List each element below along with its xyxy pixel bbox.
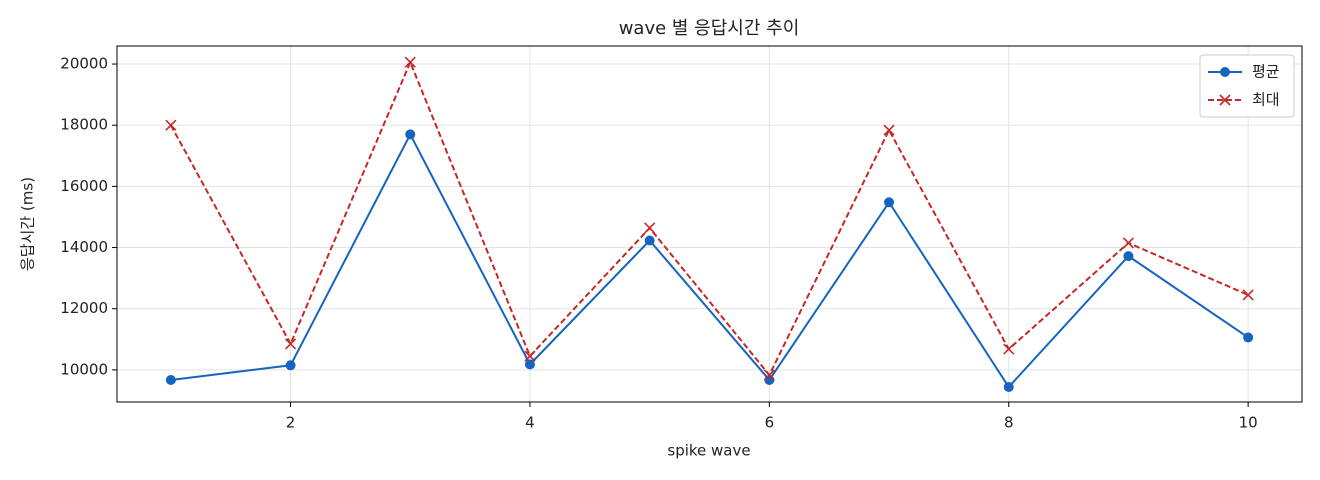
data-point [284, 338, 297, 350]
marker-stroke [1219, 94, 1231, 106]
data-point [884, 197, 895, 208]
y-tick-label: 14000 [60, 238, 108, 256]
data-point [1243, 332, 1254, 343]
x-axis-label: spike wave [667, 442, 750, 460]
marker-stroke [165, 119, 177, 131]
legend-label: 평균 [1252, 63, 1280, 81]
y-tick-label: 12000 [60, 299, 108, 317]
data-point [763, 369, 775, 381]
data-point [1123, 251, 1134, 262]
legend-box [1199, 54, 1295, 118]
marker-stroke [284, 338, 297, 350]
y-tick-label: 18000 [60, 116, 108, 134]
data-point [883, 124, 895, 136]
data-point [644, 235, 655, 246]
marker-stroke [1003, 343, 1015, 355]
marker-stroke [883, 124, 895, 136]
data-point [1242, 289, 1254, 301]
y-tick-label: 20000 [60, 55, 108, 73]
marker-stroke [644, 222, 656, 234]
x-tick-label: 2 [286, 414, 296, 432]
y-axis-label: 응답시간 (ms) [19, 177, 37, 271]
data-point [1003, 343, 1015, 355]
x-tick-label: 8 [1004, 414, 1014, 432]
x-tick-label: 4 [525, 414, 535, 432]
legend-marker [1219, 94, 1231, 106]
x-tick-label: 6 [765, 414, 775, 432]
data-point [644, 222, 656, 234]
legend-marker [1220, 67, 1230, 77]
marker-stroke [524, 350, 536, 362]
data-point [1003, 382, 1014, 393]
legend-label: 최대 [1252, 91, 1280, 109]
data-point [165, 374, 176, 385]
series-line [170, 132, 1249, 389]
data-point [524, 359, 535, 370]
marker-stroke [1122, 237, 1135, 249]
x-tick-label: 10 [1239, 414, 1258, 432]
data-point [285, 360, 296, 371]
data-point [405, 129, 416, 140]
y-tick-label: 16000 [60, 177, 108, 195]
chart-title: wave 별 응답시간 추이 [619, 18, 800, 39]
y-tick-label: 10000 [60, 360, 108, 378]
data-point [1122, 237, 1135, 249]
marker-stroke [1242, 289, 1254, 301]
data-point [524, 350, 536, 362]
data-point [165, 119, 177, 131]
marker-stroke [404, 56, 416, 68]
marker-stroke [763, 369, 775, 381]
series-line [169, 59, 1249, 377]
plot-frame [116, 45, 1303, 403]
data-point [404, 56, 416, 68]
